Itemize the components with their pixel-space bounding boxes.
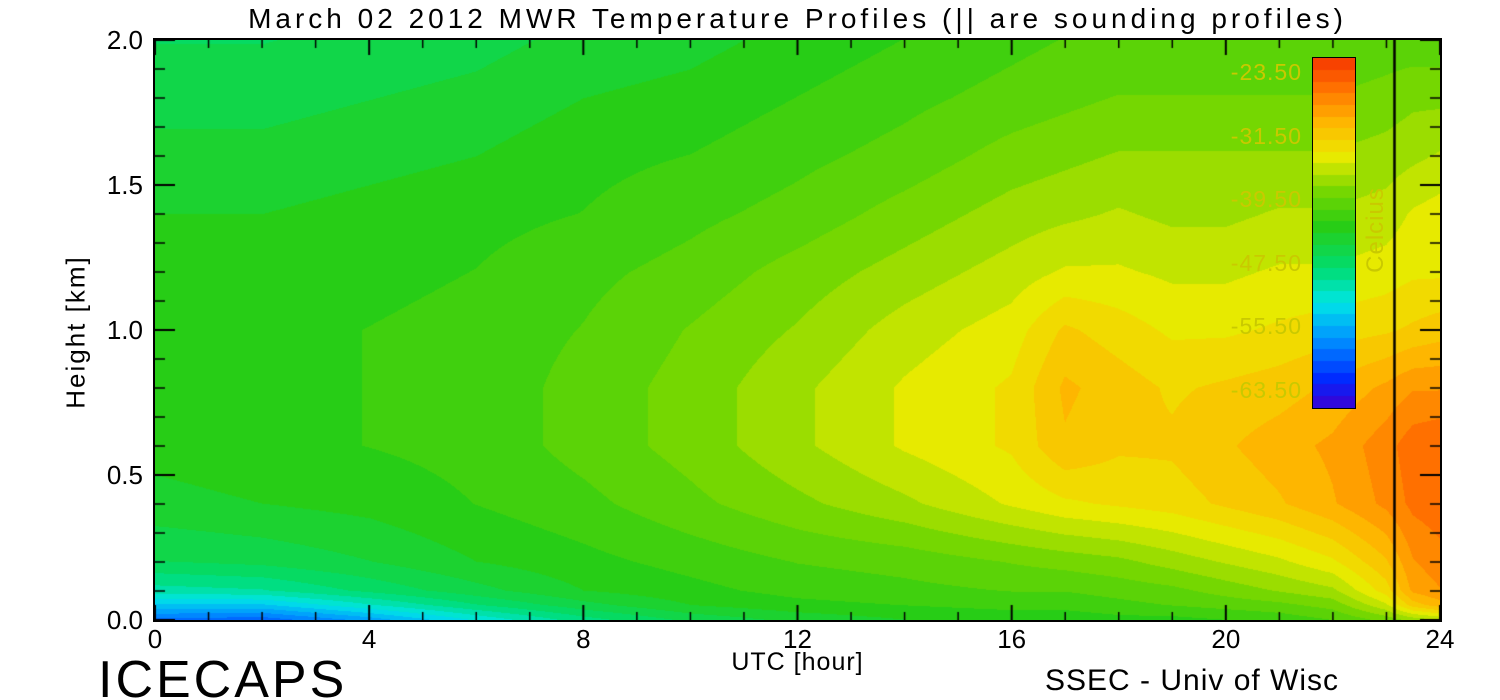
colorbar-tick-label: -31.50	[1230, 122, 1302, 149]
x-tick-label: 8	[576, 624, 591, 654]
y-tick-label: 2.0	[106, 25, 143, 55]
y-tick-label: 0.0	[106, 605, 143, 635]
x-axis-label: UTC [hour]	[731, 648, 864, 676]
y-tick-label: 1.0	[106, 315, 143, 345]
colorbar-tick-label: -23.50	[1230, 58, 1302, 85]
temperature-heatmap-canvas	[155, 40, 1440, 620]
colorbar-tick-label: -55.50	[1230, 313, 1302, 340]
x-tick-label: 12	[783, 624, 812, 654]
x-tick-label: 20	[1211, 624, 1241, 654]
colorbar-tick-label: -63.50	[1230, 377, 1302, 404]
y-tick-label: 1.5	[106, 170, 143, 200]
y-tick-label: 0.5	[106, 460, 143, 490]
project-label: ICECAPS	[98, 651, 348, 700]
plot-area	[153, 38, 1442, 622]
x-tick-label: 0	[147, 624, 163, 654]
x-tick-label: 16	[997, 624, 1027, 654]
colorbar-tick-label: -47.50	[1230, 249, 1302, 276]
colorbar-unit-label: Celcius	[1362, 187, 1389, 273]
colorbar	[1312, 57, 1356, 409]
y-axis-label: Height [km]	[60, 255, 91, 409]
x-tick-label: 4	[361, 624, 377, 654]
institution-label: SSEC - Univ of Wisc	[1045, 664, 1340, 697]
chart-title: March 02 2012 MWR Temperature Profiles (…	[248, 3, 1347, 34]
x-tick-label: 24	[1425, 624, 1455, 654]
colorbar-tick-label: -39.50	[1230, 186, 1302, 213]
